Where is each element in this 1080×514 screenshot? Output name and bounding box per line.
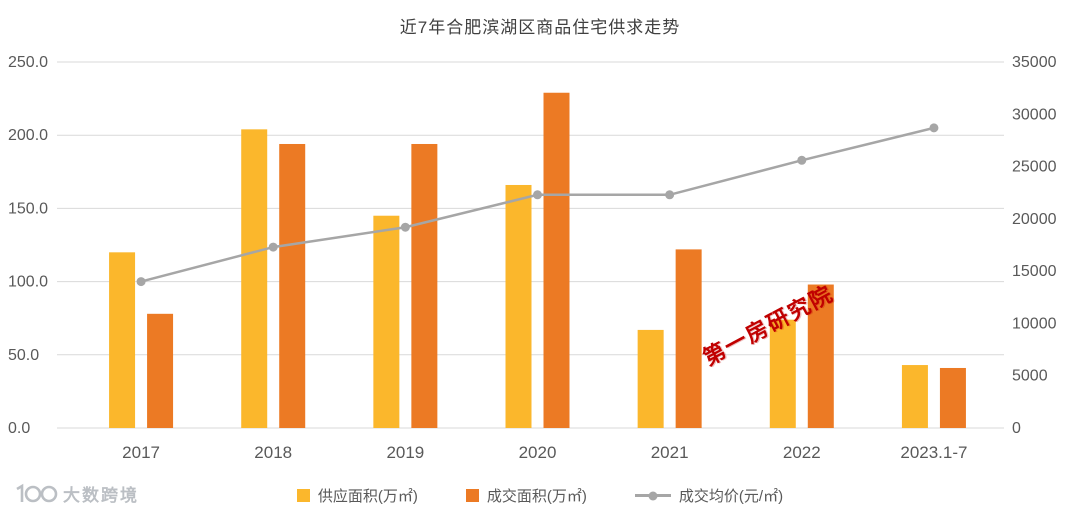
chart-legend: 供应面积(万㎡) 成交面积(万㎡) 成交均价(元/㎡) bbox=[0, 485, 1080, 506]
legend-label-price: 成交均价(元/㎡) bbox=[678, 488, 784, 505]
right-axis-label: 0 bbox=[1012, 420, 1021, 437]
left-axis-label: 150.0 bbox=[8, 200, 48, 217]
category-label: 2020 bbox=[519, 443, 557, 462]
left-axis-label: 200.0 bbox=[8, 127, 48, 144]
category-label: 2017 bbox=[122, 443, 160, 462]
right-axis-label: 5000 bbox=[1012, 368, 1048, 385]
left-axis-label: 50.0 bbox=[8, 347, 39, 364]
legend-item-price: 成交均价(元/㎡) bbox=[634, 485, 784, 506]
price-line-swatch-icon bbox=[634, 491, 671, 500]
category-label: 2022 bbox=[783, 443, 821, 462]
right-axis-label: 35000 bbox=[1012, 54, 1057, 71]
supply-bar bbox=[373, 215, 400, 428]
right-axis-label: 15000 bbox=[1012, 263, 1057, 280]
left-axis-label: 100.0 bbox=[8, 274, 48, 291]
legend-item-supply: 供应面积(万㎡) bbox=[296, 485, 418, 506]
supply-swatch-icon bbox=[296, 489, 310, 502]
deal-bar bbox=[543, 92, 570, 428]
left-axis-label: 0.0 bbox=[8, 420, 30, 437]
supply-bar bbox=[637, 329, 664, 428]
right-axis-label: 10000 bbox=[1012, 315, 1057, 332]
deal-bar bbox=[939, 367, 966, 428]
category-label: 2019 bbox=[386, 443, 424, 462]
legend-item-deal: 成交面积(万㎡) bbox=[465, 485, 587, 506]
deal-bar bbox=[807, 284, 834, 428]
supply-bar bbox=[901, 365, 928, 428]
price-dot-icon bbox=[648, 491, 658, 500]
supply-bar bbox=[109, 252, 136, 428]
supply-bar bbox=[505, 184, 532, 428]
price-point bbox=[400, 222, 410, 232]
category-label: 2023.1-7 bbox=[900, 443, 967, 462]
price-point bbox=[797, 155, 807, 165]
legend-label-deal: 成交面积(万㎡) bbox=[486, 488, 587, 505]
left-axis-label: 250.0 bbox=[8, 54, 48, 71]
price-point bbox=[136, 277, 146, 287]
right-axis-label: 30000 bbox=[1012, 106, 1057, 123]
deal-swatch-icon bbox=[465, 489, 479, 502]
price-point bbox=[665, 190, 675, 200]
category-label: 2018 bbox=[254, 443, 292, 462]
deal-bar bbox=[411, 143, 438, 428]
price-point bbox=[268, 242, 278, 252]
deal-bar bbox=[675, 249, 702, 428]
supply-bar bbox=[769, 319, 796, 428]
dashu-logo: 大数跨境 bbox=[12, 481, 139, 506]
right-axis-label: 25000 bbox=[1012, 159, 1057, 176]
price-point bbox=[533, 190, 542, 200]
right-axis-label: 20000 bbox=[1012, 211, 1057, 228]
deal-bar bbox=[279, 143, 306, 428]
legend-label-supply: 供应面积(万㎡) bbox=[317, 488, 418, 505]
category-label: 2021 bbox=[651, 443, 689, 462]
deal-bar bbox=[147, 313, 174, 428]
chart-title: 近7年合肥滨湖区商品住宅供求走势 bbox=[399, 18, 681, 37]
price-point bbox=[929, 123, 939, 133]
logo-100-icon bbox=[16, 483, 58, 502]
supply-bar bbox=[241, 129, 268, 428]
logo-text: 大数跨境 bbox=[63, 486, 139, 505]
